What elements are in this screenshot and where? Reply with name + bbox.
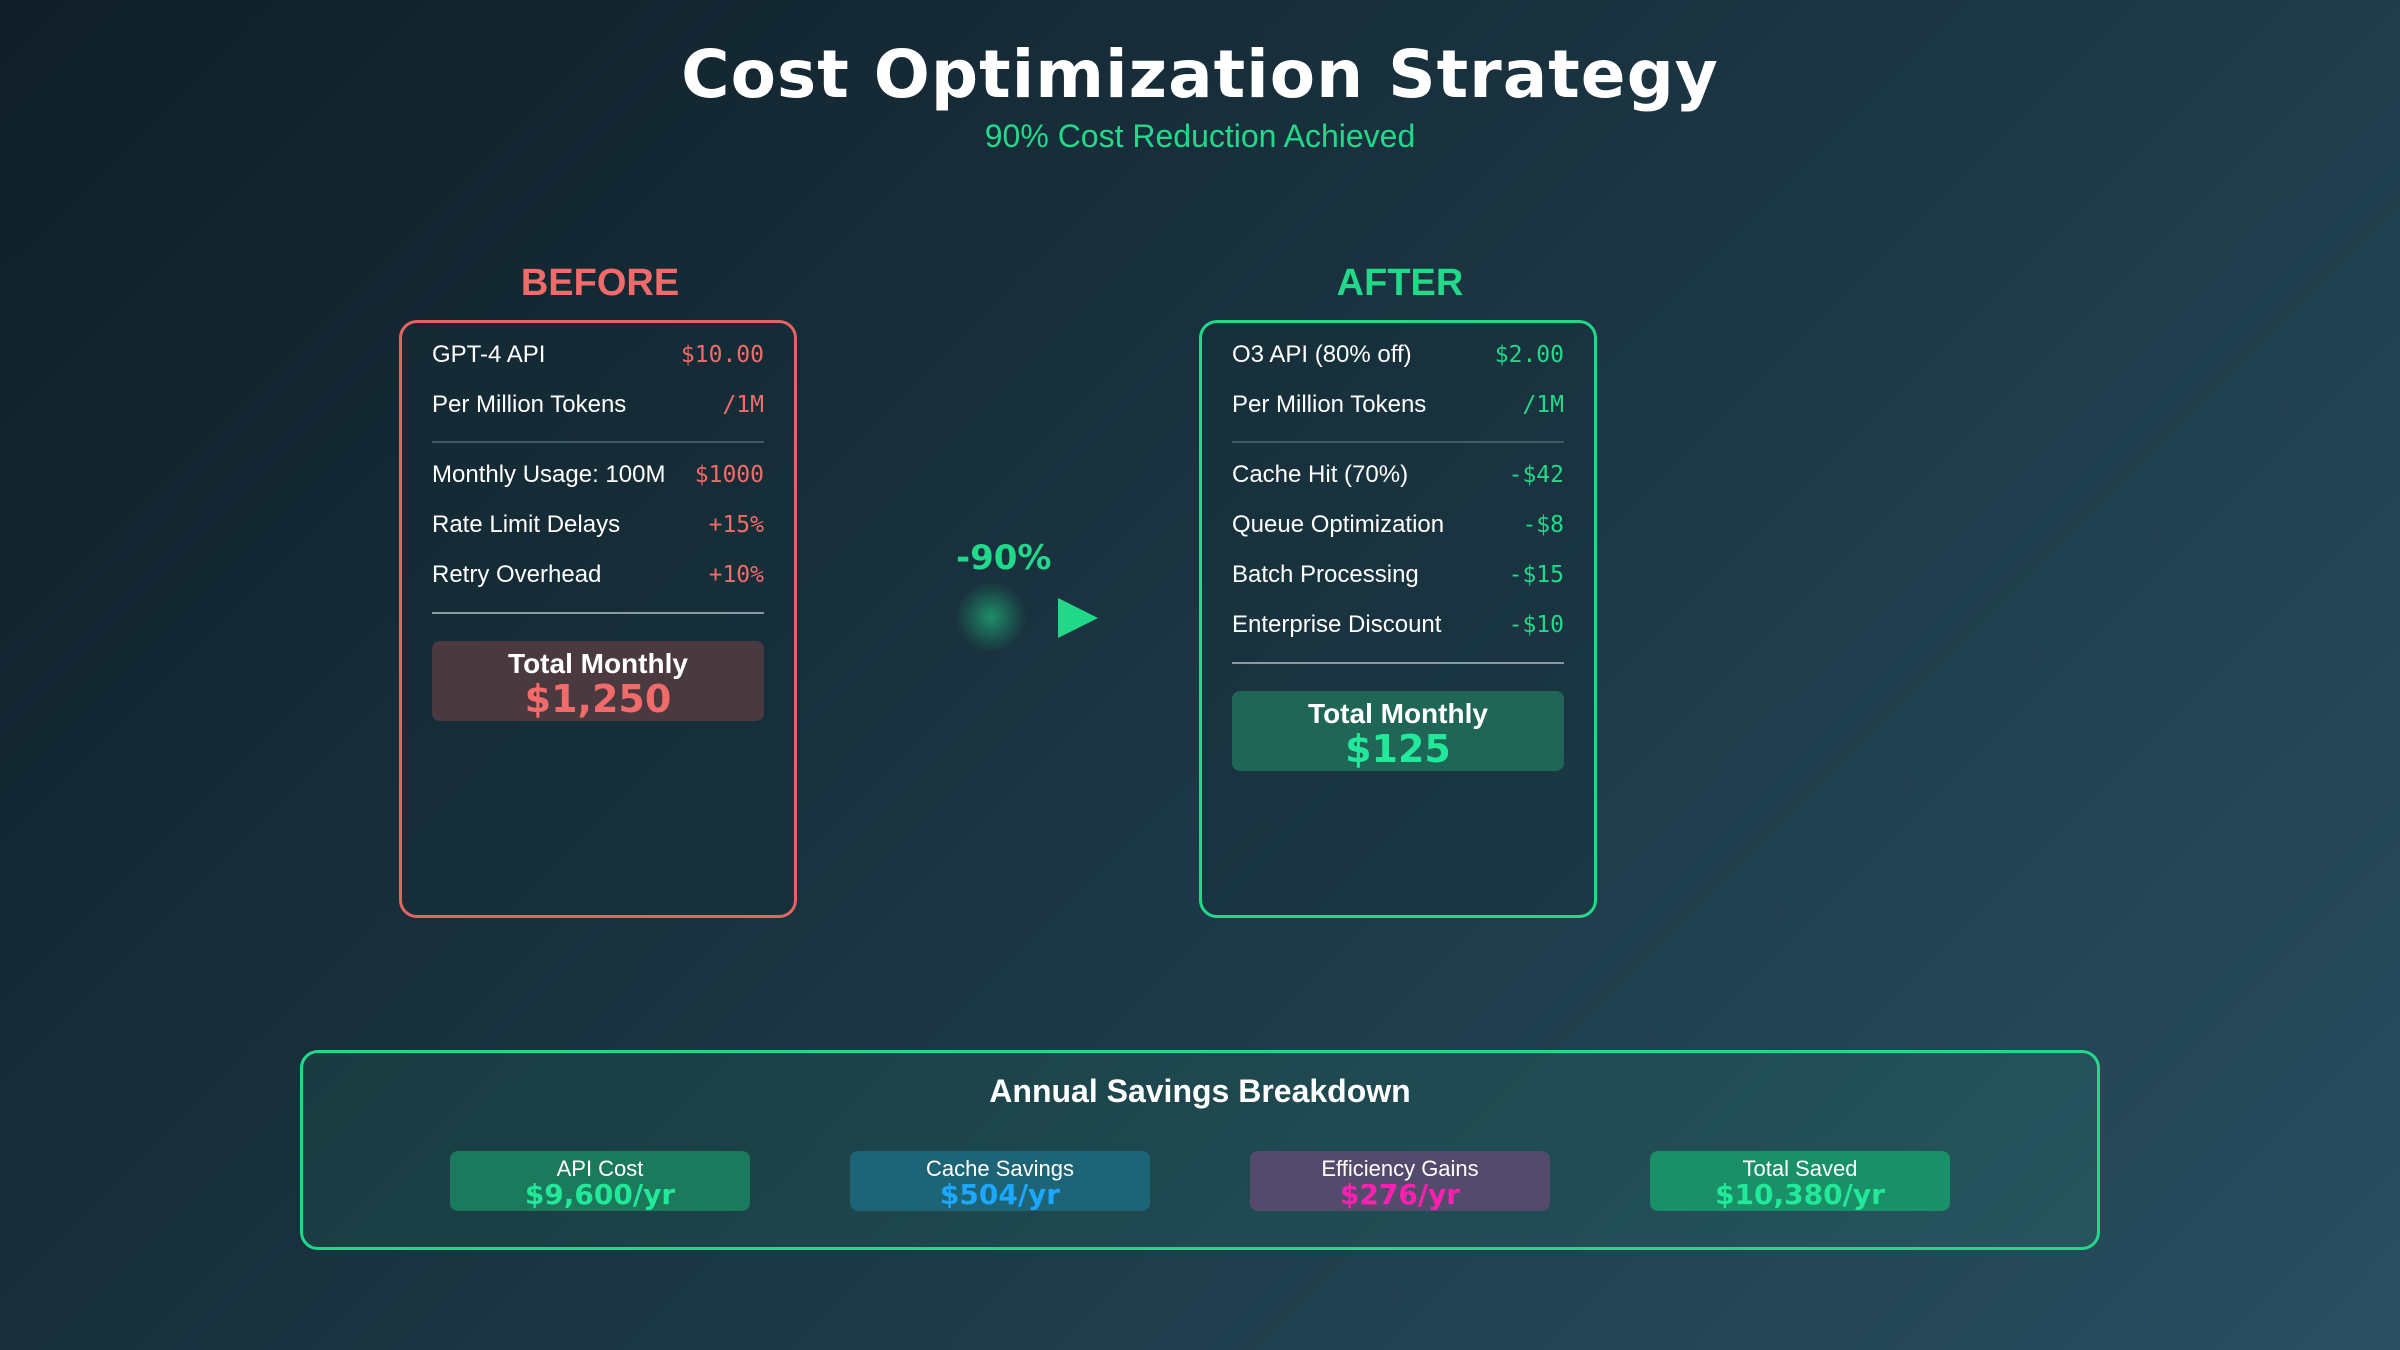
after-row-label: Per Million Tokens (1232, 391, 1427, 418)
before-row-value: $10.00 (680, 342, 764, 368)
savings-item-cache: Cache Savings $504/yr (850, 1151, 1150, 1211)
after-total-value: $125 (1345, 727, 1451, 771)
after-row: Queue Optimization -$8 (1232, 505, 1564, 545)
after-row-label: Queue Optimization (1232, 511, 1445, 538)
savings-item-efficiency: Efficiency Gains $276/yr (1250, 1151, 1550, 1211)
divider (432, 441, 764, 443)
after-heading: AFTER (1336, 262, 1464, 304)
before-row: Retry Overhead +10% (432, 555, 764, 595)
before-row: GPT-4 API $10.00 (432, 335, 764, 375)
before-row-label: Retry Overhead (432, 561, 602, 588)
after-row-label: Batch Processing (1232, 561, 1419, 588)
before-row-value: +10% (708, 562, 764, 588)
before-total-box: Total Monthly $1,250 (432, 641, 764, 721)
savings-item-value: $9,600/yr (524, 1178, 676, 1211)
glow-dot (956, 582, 1026, 652)
before-total-value: $1,250 (524, 677, 672, 721)
reduction-label: -90% (956, 538, 1052, 578)
before-row: Per Million Tokens /1M (432, 385, 764, 425)
after-row-value: $2.00 (1494, 342, 1564, 368)
divider (432, 612, 764, 614)
before-row-label: Per Million Tokens (432, 391, 627, 418)
after-row-value: -$15 (1508, 562, 1564, 588)
divider (1232, 662, 1564, 664)
before-row: Monthly Usage: 100M $1000 (432, 455, 764, 495)
before-row-label: GPT-4 API (432, 341, 546, 368)
after-total-box: Total Monthly $125 (1232, 691, 1564, 771)
before-row-label: Rate Limit Delays (432, 511, 621, 538)
before-total-label: Total Monthly (508, 648, 688, 679)
after-row: Batch Processing -$15 (1232, 555, 1564, 595)
before-row: Rate Limit Delays +15% (432, 505, 764, 545)
after-row: Cache Hit (70%) -$42 (1232, 455, 1564, 495)
savings-title: Annual Savings Breakdown (989, 1073, 1411, 1109)
divider (1232, 441, 1564, 443)
savings-item-value: $276/yr (1339, 1178, 1461, 1211)
before-row-value: +15% (708, 512, 764, 538)
reduction-arrow: -90% (940, 538, 1100, 658)
after-card: O3 API (80% off) $2.00 Per Million Token… (1199, 320, 1597, 918)
after-row-value: -$8 (1522, 512, 1564, 538)
after-row-value: /1M (1522, 392, 1564, 418)
after-row-value: -$10 (1508, 612, 1564, 638)
page-title: Cost Optimization Strategy (681, 36, 1719, 113)
page-subtitle: 90% Cost Reduction Achieved (984, 118, 1416, 154)
savings-item-label: API Cost (556, 1156, 644, 1181)
savings-item-total: Total Saved $10,380/yr (1650, 1151, 1950, 1211)
savings-item-value: $10,380/yr (1715, 1178, 1885, 1211)
savings-item-label: Cache Savings (926, 1156, 1074, 1181)
savings-item-api-cost: API Cost $9,600/yr (450, 1151, 750, 1211)
before-row-label: Monthly Usage: 100M (432, 461, 666, 488)
after-row-label: Cache Hit (70%) (1232, 461, 1409, 488)
savings-item-value: $504/yr (939, 1178, 1061, 1211)
annual-savings-panel: Annual Savings Breakdown API Cost $9,600… (300, 1050, 2100, 1250)
savings-item-label: Efficiency Gains (1321, 1156, 1479, 1181)
after-row-label: O3 API (80% off) (1232, 341, 1412, 368)
after-total-label: Total Monthly (1308, 698, 1488, 729)
savings-item-label: Total Saved (1742, 1156, 1858, 1181)
play-arrow-icon (1058, 598, 1098, 638)
after-row-value: -$42 (1508, 462, 1564, 488)
before-card: GPT-4 API $10.00 Per Million Tokens /1M … (399, 320, 797, 918)
before-row-value: $1000 (694, 462, 764, 488)
before-row-value: /1M (722, 392, 764, 418)
before-heading: BEFORE (520, 262, 680, 304)
after-row: Enterprise Discount -$10 (1232, 605, 1564, 645)
after-row-label: Enterprise Discount (1232, 611, 1442, 638)
after-row: Per Million Tokens /1M (1232, 385, 1564, 425)
after-row: O3 API (80% off) $2.00 (1232, 335, 1564, 375)
